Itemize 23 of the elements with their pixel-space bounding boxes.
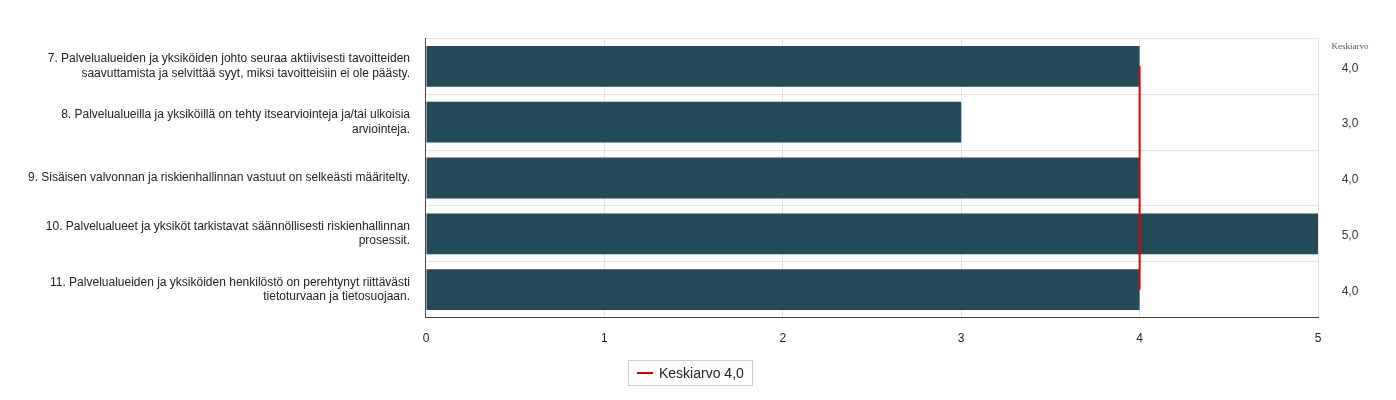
data-label: 5,0: [1341, 228, 1359, 243]
bar: [426, 45, 1140, 87]
data-label: 4,0: [1341, 172, 1359, 187]
bar: [426, 213, 1318, 255]
x-tick-label: 5: [1314, 331, 1322, 346]
x-tick-label: 4: [1136, 331, 1144, 346]
bar: [426, 157, 1140, 199]
y-tick-label: 8. Palvelualueilla ja yksiköillä on tehty itsearviointeja ja/tai ulkoisia arviointeja.: [61, 107, 411, 136]
bar: [426, 269, 1140, 311]
y-tick-label: 9. Sisäisen valvonnan ja riskienhallinnan vastuut on selkeästi määritelty.: [28, 170, 410, 185]
bar: [426, 101, 962, 143]
x-tick-label: 3: [957, 331, 965, 346]
x-tick-label: 0: [422, 331, 430, 346]
y-tick-label: 11. Palvelualueiden ja yksiköiden henkilöstö on perehtynyt riittävästi tietoturvaan ja tietosuojaan.: [49, 274, 410, 304]
y-tick-label: 10. Palvelualueet ja yksiköt tarkistavat säännöllisesti riskienhallinnan prosessit.: [45, 218, 410, 248]
y-tick-label: 7. Palvelualueiden ja yksiköiden johto seuraa aktiivisesti tavoitteiden saavuttamista ja selvittää syyt, miksi tavoitteisiin ei ole päästy.: [47, 51, 410, 80]
data-label: 3,0: [1341, 116, 1359, 131]
x-tick-label: 1: [601, 331, 609, 346]
x-tick-label: 2: [779, 331, 787, 346]
data-label: 4,0: [1341, 283, 1359, 298]
text: Keskiarvo: [1331, 40, 1369, 51]
data-label: 4,0: [1341, 60, 1359, 75]
legend-label: Keskiarvo 4,0: [659, 365, 744, 381]
